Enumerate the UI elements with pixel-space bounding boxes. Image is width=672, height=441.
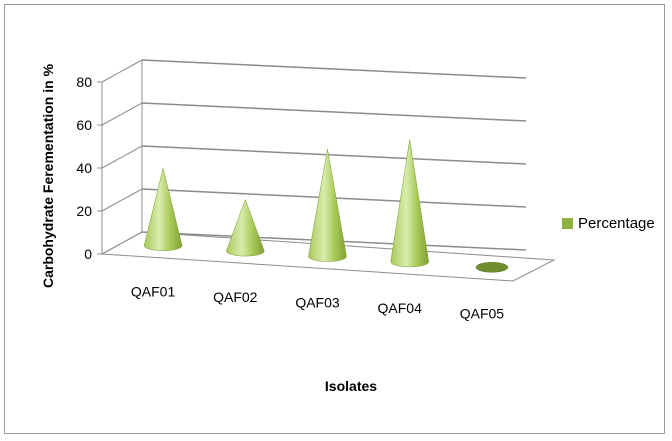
x-tick-label: QAF02: [213, 289, 258, 305]
x-tick-label: QAF03: [295, 295, 340, 311]
x-tick-label: QAF01: [131, 284, 176, 300]
y-tick-label: 20: [76, 203, 92, 219]
gridline-depth: [101, 59, 143, 83]
gridline: [141, 59, 527, 79]
y-tick-label: 40: [76, 160, 92, 176]
cones: [143, 139, 509, 273]
x-axis-title: Isolates: [325, 378, 377, 394]
gridline-depth: [101, 188, 143, 212]
gridline-depth: [101, 102, 143, 126]
y-tick-label: 60: [76, 117, 92, 133]
y-axis-title: Carbohydrate Ferementation in %: [40, 63, 56, 288]
cone-QAF02: [226, 198, 265, 257]
x-tick-label: QAF05: [460, 305, 505, 321]
x-tick-label: QAF04: [378, 300, 423, 316]
y-tick-label: 80: [76, 74, 92, 90]
cone-QAF03: [308, 148, 347, 262]
cone-base-QAF05: [475, 262, 509, 273]
cone-QAF04: [390, 139, 429, 268]
x-axis-categories: QAF01 QAF02 QAF03 QAF04 QAF05: [131, 284, 504, 322]
floor: [100, 231, 556, 282]
legend: Percentage: [562, 215, 655, 232]
gridlines: [100, 59, 556, 282]
cone-body: [143, 168, 183, 251]
cone-body: [390, 139, 429, 268]
y-tick-label: 0: [84, 246, 92, 262]
cone-QAF01: [143, 168, 183, 251]
gridline: [141, 145, 527, 165]
cone-body: [226, 198, 265, 257]
gridline-depth: [101, 145, 143, 169]
legend-swatch: [562, 218, 573, 229]
cone-body: [308, 148, 347, 262]
y-axis-ticks: 0 20 40 60 80: [76, 74, 103, 262]
gridline: [141, 102, 527, 122]
legend-label: Percentage: [578, 215, 655, 232]
